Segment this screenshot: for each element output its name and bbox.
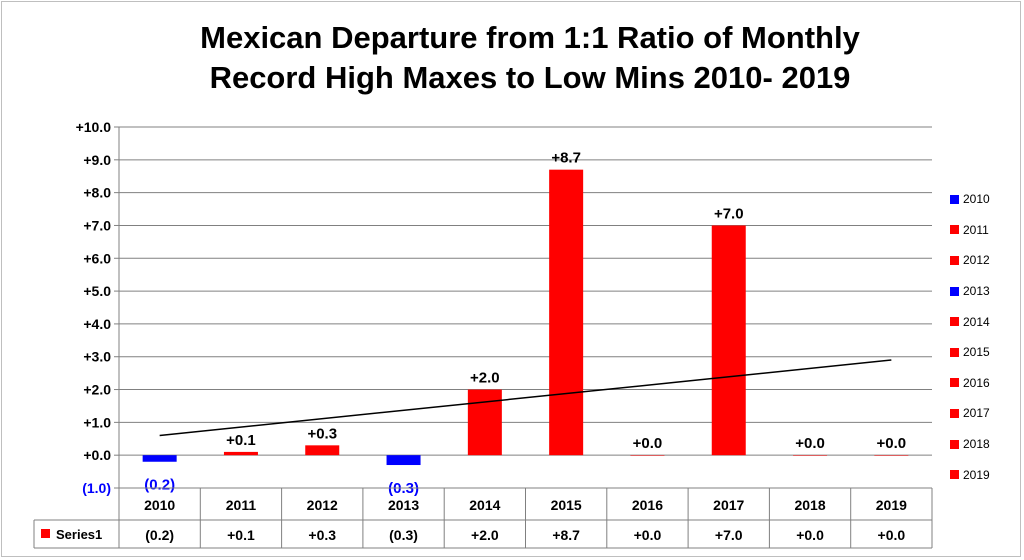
legend-swatch <box>950 470 959 480</box>
data-label-2015: +8.7 <box>551 150 581 167</box>
y-tick-label: (1.0) <box>82 480 111 496</box>
legend-label: 2010 <box>963 192 990 207</box>
table-series-name: Series1 <box>56 527 102 542</box>
y-tick-label: +8.0 <box>83 185 111 201</box>
legend-item: 2011 <box>950 215 1020 246</box>
bar-2016 <box>630 455 665 456</box>
bar-2015 <box>549 169 584 456</box>
table-cell: +7.0 <box>715 527 743 543</box>
data-label-2019: +0.0 <box>877 435 907 452</box>
data-label-2018: +0.0 <box>795 435 825 452</box>
table-cell: +8.7 <box>552 527 580 543</box>
table-cell: +0.0 <box>878 527 906 543</box>
bar-2014 <box>467 389 502 456</box>
legend-swatch <box>950 286 959 296</box>
chart-legend: 2010 2011 2012 2013 2014 2015 2016 2017 2018 2019 <box>950 184 1020 490</box>
legend-label: 2011 <box>963 222 989 237</box>
x-category-label: 2014 <box>469 497 500 513</box>
legend-label: 2012 <box>963 253 990 268</box>
legend-label: 2018 <box>963 437 990 452</box>
x-category-label: 2011 <box>226 497 257 513</box>
legend-swatch <box>950 194 959 204</box>
chart-title-line-2: Record High Maxes to Low Mins 2010- 2019 <box>209 60 851 95</box>
table-cell: +2.0 <box>471 527 499 543</box>
x-category-label: 2012 <box>307 497 338 513</box>
legend-item: 2012 <box>950 245 1020 276</box>
legend-swatch <box>950 255 959 265</box>
legend-swatch <box>950 317 959 327</box>
y-tick-label: +5.0 <box>83 283 111 299</box>
bar-2010 <box>142 455 177 462</box>
x-category-label: 2015 <box>551 497 582 513</box>
legend-swatch <box>950 408 959 418</box>
bar-2017 <box>711 225 746 456</box>
y-tick-label: +3.0 <box>83 349 111 365</box>
table-series-swatch <box>41 529 50 538</box>
legend-item: 2014 <box>950 306 1020 337</box>
legend-swatch <box>950 439 959 449</box>
legend-item: 2016 <box>950 368 1020 399</box>
y-tick-label: +2.0 <box>83 382 111 398</box>
y-tick-label: +0.0 <box>83 447 111 463</box>
legend-label: 2019 <box>963 467 990 482</box>
table-cell: +0.3 <box>308 527 336 543</box>
y-tick-label: +4.0 <box>83 316 111 332</box>
data-label-2014: +2.0 <box>470 370 500 387</box>
bar-2012 <box>305 445 340 456</box>
y-tick-label: +6.0 <box>83 250 111 266</box>
legend-swatch <box>950 378 959 388</box>
legend-swatch <box>950 225 959 235</box>
legend-label: 2014 <box>963 314 990 329</box>
table-cell: +0.0 <box>634 527 662 543</box>
x-category-label: 2018 <box>794 497 825 513</box>
y-tick-label: +10.0 <box>76 119 112 135</box>
chart-title: Mexican Departure from 1:1 Ratio of Mont… <box>130 18 930 98</box>
data-label-2011: +0.1 <box>226 432 256 449</box>
data-label-2012: +0.3 <box>307 425 337 442</box>
table-cell: (0.2) <box>145 527 174 543</box>
bar-2019 <box>874 455 909 456</box>
legend-label: 2015 <box>963 345 990 360</box>
legend-item: 2018 <box>950 429 1020 460</box>
legend-item: 2017 <box>950 398 1020 429</box>
trendline <box>159 359 892 437</box>
legend-item: 2013 <box>950 276 1020 307</box>
legend-label: 2017 <box>963 406 990 421</box>
legend-label: 2013 <box>963 284 990 299</box>
legend-item: 2010 <box>950 184 1020 215</box>
y-tick-label: +7.0 <box>83 217 111 233</box>
bar-2011 <box>223 451 258 456</box>
data-label-2010: (0.2) <box>144 477 175 494</box>
bar-2013 <box>386 455 421 466</box>
chart-title-line-1: Mexican Departure from 1:1 Ratio of Mont… <box>200 20 860 55</box>
x-category-label: 2017 <box>713 497 744 513</box>
bar-2018 <box>793 455 828 456</box>
x-category-label: 2013 <box>388 497 419 513</box>
data-label-2017: +7.0 <box>714 205 744 222</box>
legend-label: 2016 <box>963 375 990 390</box>
y-tick-label: +1.0 <box>83 414 111 430</box>
legend-item: 2015 <box>950 337 1020 368</box>
legend-item: 2019 <box>950 459 1020 490</box>
legend-swatch <box>950 347 959 357</box>
table-cell: (0.3) <box>389 527 418 543</box>
x-category-label: 2010 <box>144 497 175 513</box>
y-tick-label: +9.0 <box>83 152 111 168</box>
data-label-2013: (0.3) <box>388 480 419 497</box>
data-label-2016: +0.0 <box>633 435 663 452</box>
table-cell: +0.0 <box>796 527 824 543</box>
table-cell: +0.1 <box>227 527 255 543</box>
x-category-label: 2016 <box>632 497 663 513</box>
x-category-label: 2019 <box>876 497 907 513</box>
